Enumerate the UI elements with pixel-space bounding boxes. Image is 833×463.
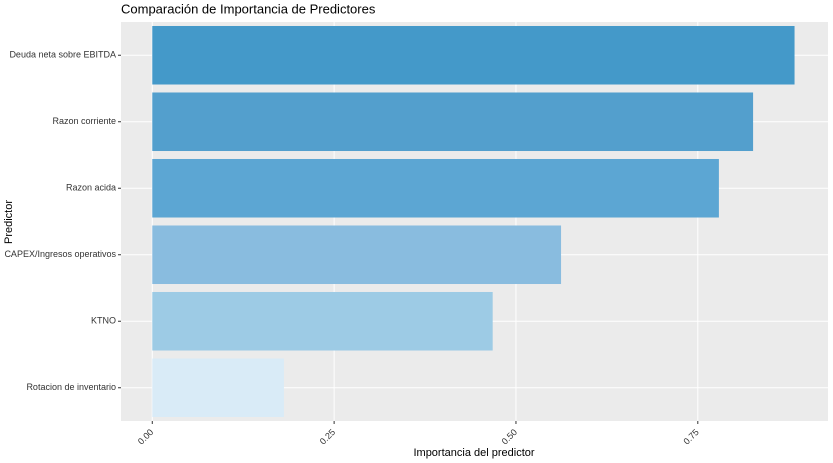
y-tick-label: KTNO xyxy=(91,316,116,326)
y-tick-label: Deuda neta sobre EBITDA xyxy=(9,50,116,60)
bar xyxy=(152,92,754,152)
x-tick-label: 0.75 xyxy=(681,427,700,446)
bar xyxy=(152,25,795,85)
bar xyxy=(152,158,719,218)
bar xyxy=(152,225,562,285)
y-axis-title: Predictor xyxy=(3,200,15,244)
bar xyxy=(152,358,284,418)
x-tick-label: 0.25 xyxy=(318,427,337,446)
chart-title: Comparación de Importancia de Predictore… xyxy=(121,1,376,16)
x-tick-label: 0.50 xyxy=(500,427,519,446)
panel xyxy=(121,22,828,421)
y-tick-label: CAPEX/Ingresos operativos xyxy=(4,249,116,259)
y-tick-label: Razon acida xyxy=(66,183,116,193)
bar xyxy=(152,291,493,351)
x-axis-title: Importancia del predictor xyxy=(413,447,534,459)
y-tick-label: Razon corriente xyxy=(52,116,116,126)
y-tick-label: Rotacion de inventario xyxy=(26,382,116,392)
x-tick-label: 0.00 xyxy=(136,427,155,446)
